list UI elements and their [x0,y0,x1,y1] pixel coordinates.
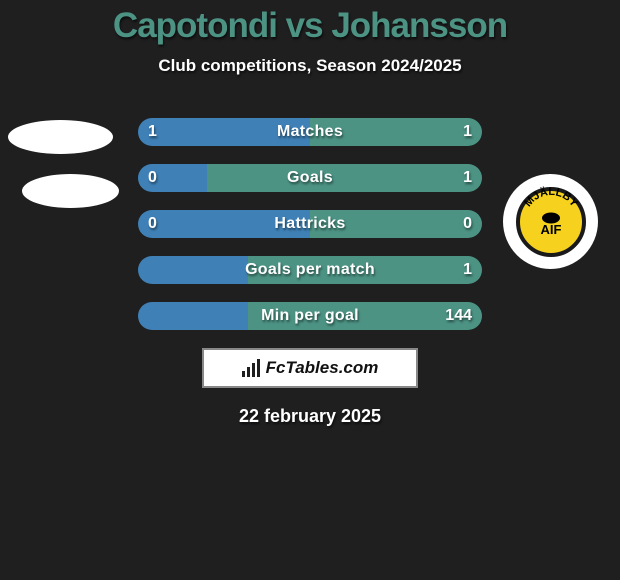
left-team-ellipse-2 [22,174,119,208]
bar-row: Min per goal 144 [138,302,482,330]
bar-label: Hattricks [274,215,345,233]
fctables-icon [242,359,260,377]
bar-right [207,164,482,192]
date-line: 22 february 2025 [0,406,620,427]
bar-value-right: 1 [463,261,472,279]
bars-container: Matches 1 1 Goals 0 1 Hattricks 0 0 Goals per mat… [138,118,482,330]
bar-label: Min per goal [261,307,359,325]
bar-value-left: 1 [148,123,157,141]
right-team-badge: MJÄLLBY AIF [503,174,598,269]
bar-value-right: 1 [463,123,472,141]
footer-label: FcTables.com [266,358,379,378]
bar-value-right: 1 [463,169,472,187]
bar-left [138,302,248,330]
comparison-chart: MJÄLLBY AIF Matches11Goals01Hattricks00G… [0,118,620,330]
bar-value-right: 144 [445,307,472,325]
subtitle: Club competitions, Season 2024/2025 [0,56,620,76]
bar-label: Goals per match [245,261,375,279]
bar-label: Matches [277,123,343,141]
svg-text:AIF: AIF [540,222,561,237]
bar-row: Hattricks 0 0 [138,210,482,238]
page-title: Capotondi vs Johansson [0,0,620,46]
bar-value-right: 0 [463,215,472,233]
left-team-ellipse-1 [8,120,113,154]
badge-text: MJÄLLBY AIF [516,185,586,258]
footer-attribution: FcTables.com [202,348,418,388]
bar-row: Goals per match 1 [138,256,482,284]
bar-left [138,256,248,284]
bar-label: Goals [287,169,333,187]
bar-value-left: 0 [148,169,157,187]
svg-text:MJÄLLBY: MJÄLLBY [522,185,580,210]
bar-row: Matches 1 1 [138,118,482,146]
bar-row: Goals 0 1 [138,164,482,192]
bar-value-left: 0 [148,215,157,233]
